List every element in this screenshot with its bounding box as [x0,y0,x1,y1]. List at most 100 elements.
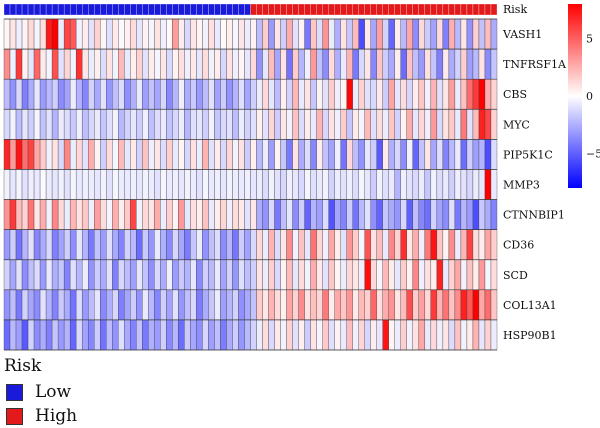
heatmap-cell [9,319,17,351]
gene-label: SCD [503,269,528,282]
heatmap-cell [454,109,462,140]
heatmap-cell [304,199,311,230]
heatmap-cell [87,18,95,50]
risk-cell [334,3,341,16]
heatmap-cell [298,79,305,110]
heatmap-cell [69,79,77,110]
heatmap-cell [45,139,53,170]
heatmap-cell [160,109,167,140]
heatmap-cell [226,109,233,140]
risk-cell [118,3,125,16]
heatmap-cell [328,18,335,50]
heatmap-cell [172,259,179,290]
heatmap-cell [214,289,221,321]
heatmap-cell [57,289,65,321]
heatmap-cell [484,199,492,230]
heatmap-cell [160,139,167,170]
heatmap-cell [406,169,414,200]
heatmap-cell [388,289,395,321]
heatmap-cell [45,18,53,50]
heatmap-cell [184,259,191,290]
heatmap-cell [298,109,305,140]
heatmap-cell [69,169,77,200]
heatmap-cell [454,229,462,260]
heatmap-cell [57,199,65,230]
risk-cell [406,3,413,16]
heatmap-cell [112,169,119,200]
heatmap-cell [352,229,359,260]
heatmap-cell [430,259,438,290]
heatmap-cell [364,109,371,140]
heatmap-cell [9,79,17,110]
heatmap-cell [136,259,143,290]
risk-cell [154,3,161,16]
heatmap-cell [208,289,215,321]
heatmap-cell [202,169,209,200]
heatmap-cell [232,319,239,351]
heatmap-cell [280,18,287,50]
heatmap-cell [262,18,269,50]
heatmap-cell [172,139,179,170]
heatmap-cell [87,319,95,351]
heatmap-cell [280,199,287,230]
heatmap-cell [154,289,161,321]
heatmap-cell [142,139,149,170]
heatmap-cell [226,48,233,80]
heatmap-cell [208,259,215,290]
heatmap-cell [424,169,432,200]
heatmap-cell [268,229,275,260]
heatmap-cell [424,139,432,170]
heatmap-cell [75,199,83,230]
risk-cell [33,3,41,16]
heatmap-cell [178,139,185,170]
heatmap-cell [484,289,492,321]
heatmap-cell [388,139,395,170]
heatmap-cell [364,79,371,110]
heatmap-cell [124,199,131,230]
heatmap-cell [57,169,65,200]
heatmap-cell [196,48,203,80]
heatmap-cell [418,229,426,260]
heatmap-cell [3,229,11,260]
heatmap-cell [214,169,221,200]
heatmap-cell [430,109,438,140]
heatmap-cell [202,48,209,80]
heatmap-cell [130,259,137,290]
heatmap-cell [190,18,197,50]
heatmap-cell [346,289,353,321]
heatmap-cell [87,139,95,170]
gene-label: TNFRSF1A [503,58,567,71]
heatmap-cell [472,79,480,110]
risk-cell [88,3,95,16]
heatmap-cell [172,319,179,351]
heatmap-cell [94,229,101,260]
heatmap-cell [256,18,263,50]
heatmap-cell [400,319,407,351]
heatmap-cell [310,259,317,290]
heatmap-cell [388,259,395,290]
heatmap-cell [45,48,53,80]
heatmap-cell [448,79,456,110]
heatmap-cell [21,79,29,110]
heatmap-cell [184,18,191,50]
heatmap-cell [256,319,263,351]
heatmap-cell [63,109,71,140]
heatmap-cell [370,79,377,110]
heatmap-cell [220,229,227,260]
heatmap-cell [478,259,486,290]
heatmap-cell [280,259,287,290]
heatmap-cell [478,319,486,351]
heatmap-cell [262,289,269,321]
heatmap-cell [94,289,101,321]
heatmap-cell [250,259,257,290]
heatmap-cell [442,79,450,110]
heatmap-cell [454,139,462,170]
heatmap-cell [214,109,221,140]
risk-cell [9,3,17,16]
heatmap-cell [244,289,251,321]
heatmap-cell [160,169,167,200]
risk-cell [436,3,444,16]
heatmap-cell [106,18,113,50]
heatmap-cell [352,48,359,80]
heatmap-cell [33,199,41,230]
